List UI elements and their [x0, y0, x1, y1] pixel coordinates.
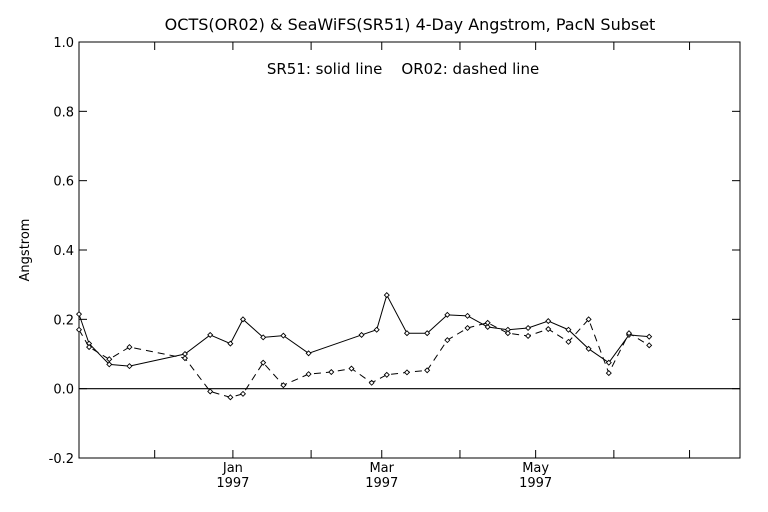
data-point-sr51 [260, 334, 267, 341]
x-tick-label: Jan [222, 461, 243, 476]
data-point-sr51 [403, 330, 411, 337]
data-point-or02 [545, 326, 552, 333]
data-point-sr51 [280, 332, 287, 339]
data-point-or02 [348, 365, 355, 372]
x-tick-year-label: 1997 [365, 476, 398, 491]
y-tick-label: 0.4 [53, 244, 74, 259]
y-tick-label: 0.2 [53, 313, 74, 328]
data-point-or02 [305, 371, 312, 378]
y-axis-label: Angstrom [18, 219, 33, 282]
series-line-sr51 [78, 293, 650, 367]
data-point-or02 [444, 337, 451, 344]
data-point-or02 [239, 390, 247, 397]
y-tick-label: 1.0 [53, 36, 74, 51]
data-point-or02 [260, 359, 267, 366]
data-point-or02 [504, 330, 511, 337]
series-sr51 [75, 292, 653, 370]
data-point-or02 [207, 388, 214, 395]
series-layer [75, 292, 653, 401]
data-point-sr51 [239, 316, 247, 323]
data-point-sr51 [464, 312, 471, 319]
data-point-sr51 [585, 345, 592, 352]
data-point-or02 [484, 319, 491, 326]
data-point-or02 [383, 371, 390, 378]
data-point-or02 [585, 316, 592, 323]
data-point-or02 [126, 344, 133, 351]
data-point-sr51 [484, 323, 491, 330]
series-legend-annotation: SR51: solid line OR02: dashed line [267, 60, 539, 78]
data-point-sr51 [75, 311, 83, 318]
data-point-or02 [75, 326, 83, 333]
data-point-sr51 [126, 363, 133, 370]
data-point-or02 [525, 332, 532, 340]
data-point-or02 [403, 369, 411, 376]
chart-title: OCTS(OR02) & SeaWiFS(SR51) 4-Day Angstro… [165, 15, 656, 34]
data-point-or02 [86, 344, 93, 351]
x-tick-year-label: 1997 [519, 476, 552, 491]
data-point-sr51 [565, 326, 572, 333]
data-point-or02 [646, 342, 653, 349]
data-point-or02 [368, 379, 375, 386]
data-point-or02 [181, 355, 188, 362]
y-tick-label: 0.0 [53, 383, 74, 398]
y-tick-label: 0.6 [53, 175, 74, 190]
series-or02 [75, 316, 653, 401]
data-point-sr51 [424, 330, 431, 337]
data-point-sr51 [227, 340, 234, 347]
data-point-or02 [565, 338, 572, 345]
x-tick-label: May [522, 461, 549, 476]
x-tick-label: Mar [369, 461, 394, 476]
data-point-or02 [625, 330, 633, 337]
data-point-sr51 [305, 350, 312, 357]
x-tick-year-label: 1997 [216, 476, 249, 491]
plot-frame [78, 41, 741, 459]
data-point-sr51 [525, 324, 532, 332]
series-line-or02 [78, 318, 650, 398]
data-point-sr51 [383, 292, 390, 299]
y-tick-label: 0.8 [53, 105, 74, 120]
data-point-or02 [424, 367, 431, 374]
axis-ticks: -0.20.00.20.40.60.81.0Jan1997Mar1997May1… [49, 36, 740, 491]
data-point-or02 [227, 394, 234, 401]
data-point-or02 [280, 382, 287, 389]
data-point-sr51 [106, 361, 113, 368]
data-point-or02 [605, 370, 612, 377]
data-point-sr51 [373, 326, 380, 333]
data-point-or02 [464, 324, 471, 332]
data-point-sr51 [358, 331, 365, 338]
data-point-sr51 [207, 331, 214, 338]
y-tick-label: -0.2 [49, 452, 74, 467]
data-point-sr51 [444, 311, 451, 318]
data-point-sr51 [605, 359, 612, 366]
data-point-sr51 [545, 318, 552, 325]
data-point-or02 [106, 356, 113, 363]
data-point-sr51 [646, 333, 653, 340]
data-point-or02 [328, 368, 335, 376]
